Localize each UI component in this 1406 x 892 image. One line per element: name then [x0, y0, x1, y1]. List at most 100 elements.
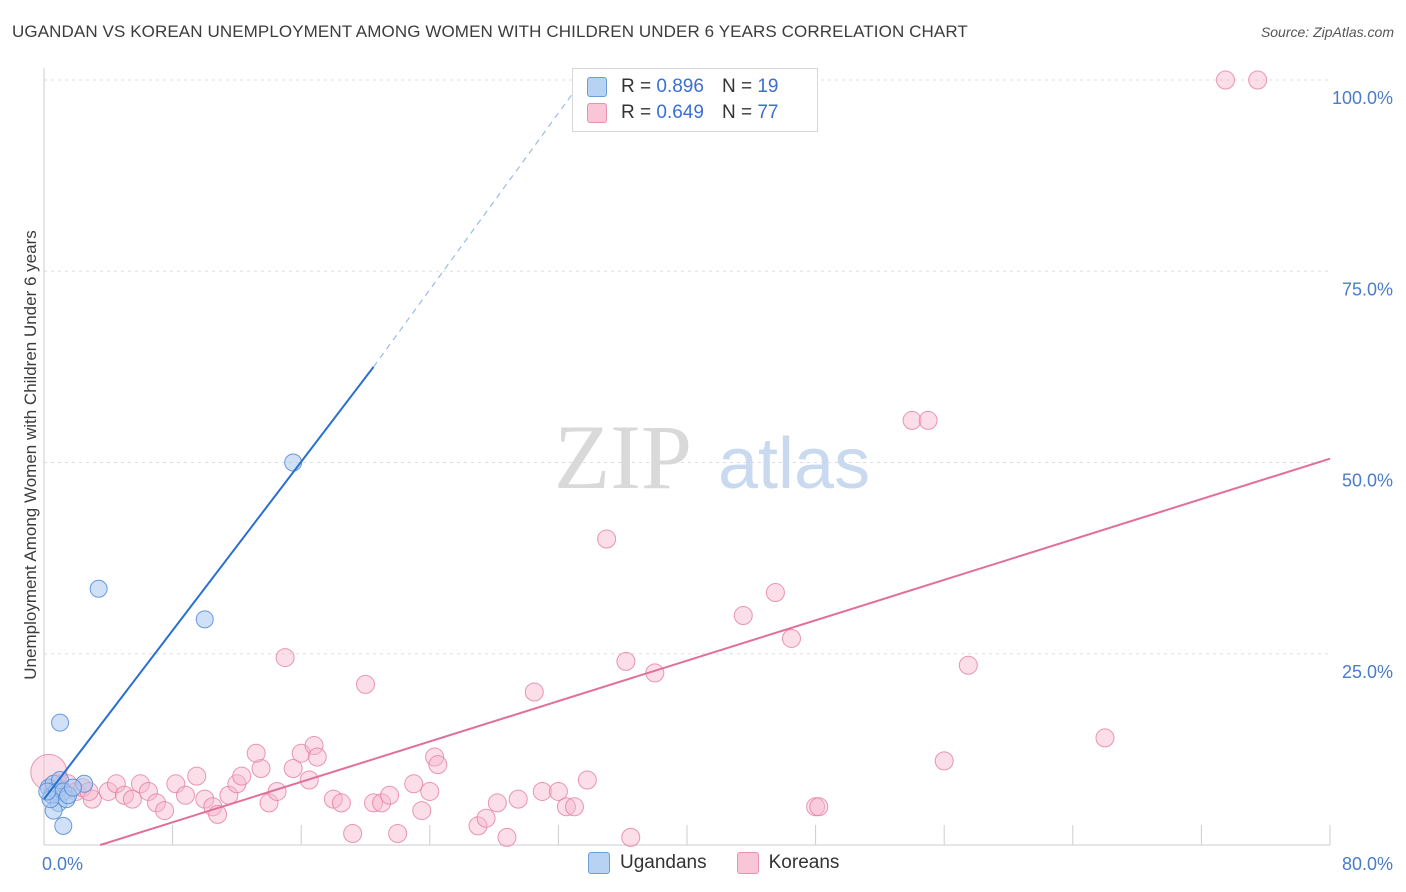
source-credit: Source: ZipAtlas.com	[1260, 24, 1394, 40]
korean-point	[765, 583, 785, 603]
koreans-legend-swatch	[736, 852, 759, 874]
legend-label-ugandans: Ugandans	[620, 852, 707, 873]
korean-point	[934, 751, 954, 771]
ugandans-trend-extension	[373, 79, 583, 368]
watermark-atlas: atlas	[718, 424, 870, 504]
ugandan-point	[284, 453, 303, 472]
korean-point	[425, 747, 445, 767]
korean-point	[187, 766, 207, 786]
korean-point	[259, 793, 279, 813]
korean-point	[175, 785, 195, 805]
korean-point	[380, 785, 400, 805]
korean-point	[195, 789, 215, 809]
korean-point	[275, 648, 295, 668]
korean-point	[155, 801, 175, 821]
korean-point	[597, 529, 617, 549]
korean-point	[918, 410, 938, 430]
y-tick-label: 100.0%	[1332, 88, 1393, 108]
ugandan-point	[195, 610, 214, 629]
y-tick-label: 50.0%	[1342, 471, 1393, 491]
korean-point	[122, 789, 142, 809]
korean-point	[902, 410, 922, 430]
korean-point	[412, 801, 432, 821]
korean-point	[404, 774, 424, 794]
korean-point	[1248, 70, 1268, 90]
watermark-zip: ZIP	[554, 406, 692, 508]
korean-point	[556, 797, 576, 817]
korean-point	[577, 770, 597, 790]
y-tick-label: 25.0%	[1342, 662, 1393, 682]
korean-point	[356, 674, 375, 694]
chart-title: UGANDAN VS KOREAN UNEMPLOYMENT AMONG WOM…	[12, 22, 968, 41]
korean-point	[487, 793, 507, 813]
korean-point	[372, 793, 392, 813]
korean-point	[809, 797, 829, 817]
korean-point	[420, 781, 440, 801]
ugandans-trend-line	[43, 366, 375, 800]
ugandan-point	[54, 816, 73, 835]
korean-point	[524, 682, 544, 702]
axes	[43, 68, 1331, 846]
tick-labels: 25.0% 50.0% 75.0% 100.0% 0.0% 80.0%	[42, 88, 1393, 874]
ugandan-point	[89, 579, 108, 598]
korean-point	[1216, 70, 1236, 90]
y-tick-label: 75.0%	[1342, 279, 1393, 299]
legend-r-label: R =	[621, 102, 652, 123]
korean-point	[82, 789, 102, 809]
series-legend: Ugandans Koreans	[588, 852, 869, 874]
korean-point	[331, 793, 351, 813]
korean-point	[283, 759, 303, 778]
korean-point	[343, 824, 363, 844]
korean-point	[733, 606, 753, 625]
legend-item-ugandans: Ugandans	[588, 852, 707, 874]
korean-point	[548, 781, 568, 801]
korean-point	[232, 766, 252, 786]
x-tick-label: 0.0%	[42, 854, 83, 874]
korean-point	[958, 655, 978, 675]
legend-row-ugandans: R = 0.896 N = 19	[587, 75, 778, 99]
legend-r-value: 0.896	[656, 76, 704, 97]
korean-point	[616, 651, 636, 671]
ugandan-point	[38, 782, 57, 801]
legend-r-label: R =	[621, 76, 652, 97]
legend-label-koreans: Koreans	[768, 852, 840, 873]
legend-n-value: 77	[757, 102, 779, 123]
koreans-trend-line	[99, 457, 1331, 846]
ugandan-point	[63, 778, 82, 797]
korean-point	[621, 827, 641, 847]
legend-n-label: N =	[721, 76, 753, 97]
legend-row-koreans: R = 0.649 N = 77	[587, 101, 778, 125]
korean-point	[476, 808, 496, 828]
korean-point	[497, 827, 517, 847]
ugandan-point	[51, 713, 70, 732]
korean-point	[130, 774, 150, 794]
korean-point	[1095, 728, 1115, 748]
korean-point	[138, 781, 158, 801]
ugandans-points	[38, 453, 303, 835]
korean-point	[508, 789, 528, 809]
korean-point	[98, 781, 118, 801]
koreans-points	[30, 70, 1268, 847]
correlation-legend: R = 0.896 N = 19 R = 0.649 N = 77	[572, 68, 818, 132]
korean-point	[428, 755, 448, 775]
legend-n-label: N =	[721, 102, 753, 123]
korean-point	[781, 628, 801, 648]
ugandans-swatch	[587, 77, 607, 97]
grid-lines	[44, 79, 1330, 655]
legend-item-koreans: Koreans	[736, 852, 840, 874]
y-axis-label: Unemployment Among Women with Children U…	[21, 230, 40, 679]
korean-point	[532, 781, 552, 801]
trend-lines	[43, 79, 1331, 846]
legend-n-value: 19	[757, 76, 779, 97]
ugandans-legend-swatch	[588, 852, 610, 874]
legend-r-value: 0.649	[656, 102, 704, 123]
korean-point	[307, 747, 327, 767]
korean-point	[304, 736, 324, 756]
korean-point	[251, 759, 271, 778]
korean-point	[468, 816, 488, 836]
korean-point	[564, 797, 584, 817]
koreans-swatch	[587, 103, 607, 123]
korean-point	[106, 774, 126, 794]
korean-point	[246, 743, 266, 763]
